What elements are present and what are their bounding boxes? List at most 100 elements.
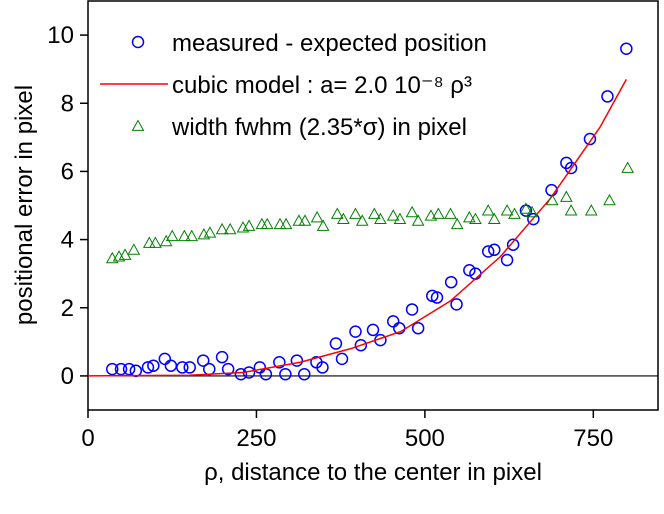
y-tick-label: 10 — [47, 22, 74, 49]
point — [114, 362, 128, 376]
point — [330, 207, 344, 219]
point — [469, 212, 482, 225]
point — [500, 253, 514, 267]
point — [164, 359, 178, 372]
point — [259, 367, 273, 381]
point — [290, 354, 304, 367]
point — [450, 217, 464, 230]
point — [122, 362, 136, 376]
point — [432, 207, 445, 219]
point — [519, 204, 533, 217]
point — [545, 193, 559, 206]
point — [508, 207, 521, 219]
model-line — [87, 79, 627, 377]
point — [525, 205, 539, 218]
point — [367, 207, 381, 219]
point — [463, 264, 476, 277]
point — [149, 236, 162, 248]
legend-label: cubic model : a= 2.0 10⁻⁸ ρ³ — [172, 72, 472, 99]
point — [349, 207, 362, 219]
point — [374, 212, 387, 225]
point — [253, 361, 267, 374]
y-tick-label: 6 — [61, 158, 74, 185]
point — [310, 210, 324, 223]
y-tick-label: 0 — [61, 363, 74, 390]
point — [411, 321, 425, 335]
point — [354, 338, 368, 352]
point — [279, 217, 293, 230]
point — [203, 226, 217, 238]
point — [527, 212, 540, 226]
legend-swatch — [131, 35, 145, 49]
legend-label: measured - expected position — [172, 30, 487, 57]
point — [298, 367, 311, 381]
point — [450, 298, 463, 311]
point — [621, 161, 635, 173]
point — [411, 214, 425, 226]
x-tick-label: 500 — [405, 425, 445, 452]
point — [215, 350, 229, 364]
point — [298, 214, 312, 226]
point — [141, 361, 155, 374]
legend-label: width fwhm (2.35*σ) in pixel — [171, 114, 467, 141]
point — [165, 229, 179, 242]
plot-frame — [87, 0, 659, 411]
x-tick-label: 0 — [81, 425, 94, 452]
point — [487, 212, 501, 225]
x-tick-label: 750 — [573, 425, 613, 452]
point — [234, 367, 248, 381]
point — [355, 214, 369, 226]
point — [560, 190, 573, 202]
point — [601, 90, 614, 103]
point — [158, 352, 172, 366]
point — [506, 238, 520, 251]
point — [335, 352, 349, 366]
point — [584, 204, 598, 216]
point — [176, 361, 189, 374]
y-axis-title: positional error in pixel — [11, 85, 38, 325]
point — [196, 354, 210, 367]
point — [405, 205, 419, 218]
point — [481, 245, 495, 258]
point — [316, 219, 330, 231]
point — [405, 303, 419, 316]
point — [255, 217, 269, 230]
point — [444, 207, 457, 219]
point — [481, 204, 495, 216]
point — [564, 204, 578, 216]
point — [260, 217, 274, 230]
point — [203, 362, 216, 376]
point — [430, 291, 444, 304]
y-tick-label: 2 — [61, 295, 74, 322]
point — [386, 315, 400, 328]
point — [462, 210, 476, 223]
point — [329, 337, 343, 350]
point — [127, 243, 141, 255]
point — [279, 367, 292, 381]
point — [185, 229, 199, 242]
point — [316, 361, 329, 374]
point — [129, 364, 143, 378]
point — [386, 209, 400, 221]
point — [177, 229, 191, 242]
point — [183, 361, 196, 374]
point — [603, 193, 616, 206]
point — [337, 212, 350, 225]
point — [223, 222, 237, 235]
point — [488, 243, 501, 257]
point — [444, 275, 458, 289]
point — [393, 212, 407, 225]
point — [242, 219, 256, 231]
point — [221, 362, 235, 376]
y-tick-label: 4 — [61, 227, 74, 254]
point — [106, 362, 119, 376]
x-tick-label: 250 — [236, 425, 276, 452]
y-tick-label: 8 — [61, 90, 74, 117]
point — [519, 202, 533, 214]
point — [500, 204, 514, 216]
point — [620, 42, 633, 55]
legend-swatch — [131, 119, 145, 131]
point — [583, 132, 597, 146]
point — [215, 222, 229, 235]
